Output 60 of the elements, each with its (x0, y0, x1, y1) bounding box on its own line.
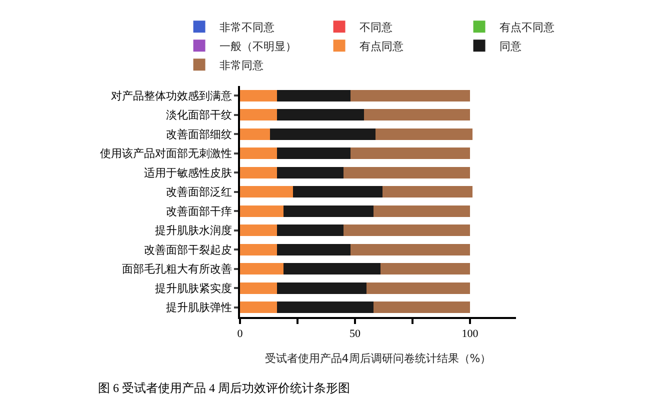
x-tick-label: 50 (350, 328, 361, 340)
y-tick-label: 改善面部泛红 (166, 186, 232, 199)
legend-label: 一般（不明显） (219, 40, 296, 53)
bar (276, 244, 350, 256)
bar (240, 90, 277, 102)
bar (240, 302, 277, 314)
bar (276, 90, 350, 102)
y-tick-label: 改善面部干裂起皮 (144, 243, 232, 256)
bar (284, 263, 380, 275)
bar (270, 128, 376, 140)
bar (284, 205, 374, 217)
bar (350, 90, 470, 102)
bar (344, 166, 470, 178)
legend-label: 同意 (499, 40, 522, 53)
bar (276, 224, 344, 236)
bar (373, 302, 470, 314)
bar (276, 282, 366, 294)
y-tick-label: 改善面部细纹 (166, 128, 232, 141)
x-tick-label: 0 (237, 328, 244, 340)
bar (276, 302, 374, 314)
bar (240, 205, 284, 217)
bar (376, 128, 472, 140)
bar (344, 224, 470, 236)
y-tick-label: 提升肌肤紧实度 (154, 282, 232, 295)
bar (240, 244, 277, 256)
y-tick-label: 适用于敏感性皮肤 (144, 166, 232, 180)
x-axis-title: 受试者使用产品4周后调研问卷统计结果（%） (264, 352, 492, 365)
bar (276, 148, 350, 160)
caption: 图 6 受试者使用产品 4 周后功效评价统计条形图 (98, 381, 350, 395)
bar (240, 263, 284, 275)
y-tick-label: 提升肌肤水润度 (154, 224, 232, 238)
legend-label: 非常不同意 (219, 20, 274, 34)
legend-label: 有点同意 (359, 40, 404, 53)
bar (276, 109, 364, 121)
legend-label: 不同意 (359, 20, 392, 34)
y-tick-label: 改善面部干痒 (166, 204, 232, 218)
y-tick-label: 使用该产品对面部无刺激性 (100, 147, 232, 160)
bar (240, 166, 277, 178)
bar (382, 186, 472, 198)
y-tick-label: 提升肌肤弹性 (166, 301, 232, 314)
bar (240, 282, 277, 294)
legend-label: 有点不同意 (499, 20, 554, 34)
bar (350, 244, 470, 256)
bar (366, 282, 470, 294)
bar (292, 186, 383, 198)
bar (240, 186, 293, 198)
legend-label: 非常同意 (219, 58, 264, 72)
bar (240, 224, 277, 236)
bar (350, 148, 470, 160)
x-tick-label: 100 (462, 328, 479, 340)
y-tick-label: 面部毛孔粗大有所改善 (122, 262, 232, 276)
bar (240, 128, 270, 140)
bar (364, 109, 470, 121)
y-tick-label: 对产品整体功效感到满意 (110, 89, 232, 102)
bar (240, 109, 277, 121)
bar (276, 166, 344, 178)
bar (373, 205, 470, 217)
bar (240, 148, 277, 160)
y-tick-label: 淡化面部干纹 (166, 108, 232, 122)
bar (380, 263, 470, 275)
